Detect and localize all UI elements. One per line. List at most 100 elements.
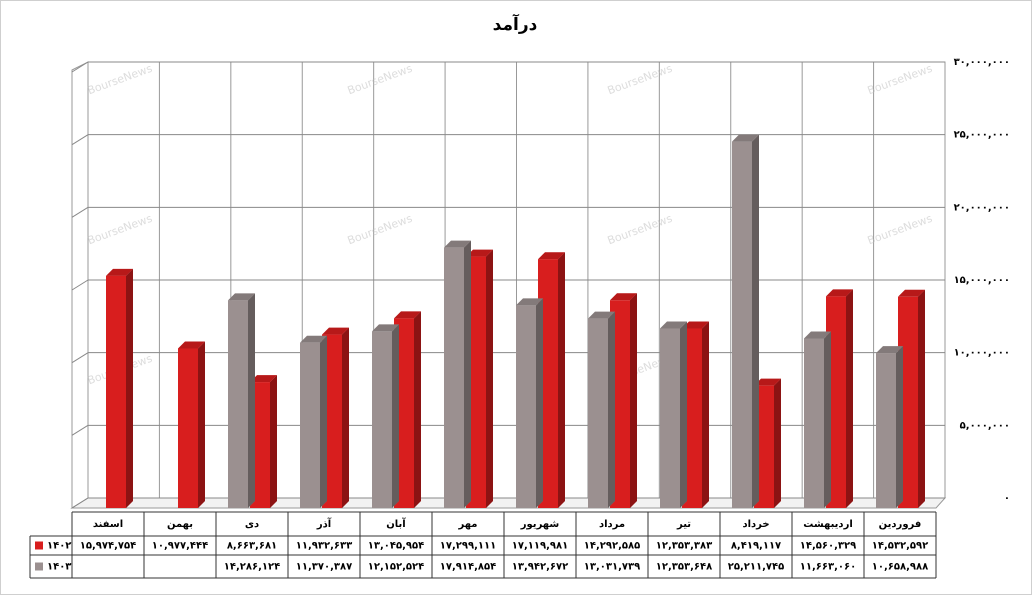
- bar-top: [250, 375, 277, 383]
- bar: [588, 318, 608, 508]
- bar-side-shade: [392, 324, 399, 508]
- grid-line-side: [71, 134, 89, 146]
- bar-top-shade: [538, 252, 565, 260]
- x-tick-label: اسفند: [93, 519, 123, 530]
- grid-line-side: [71, 206, 89, 218]
- bar-side: [392, 324, 399, 508]
- bar-top: [732, 134, 759, 142]
- bar-side-shade: [536, 298, 543, 508]
- grid-line-side: [71, 279, 89, 291]
- bar-side: [896, 346, 903, 508]
- bar-top: [610, 293, 637, 301]
- bar-top: [898, 289, 925, 297]
- bar-side: [198, 341, 205, 508]
- bar: [444, 247, 464, 508]
- x-tick-label: خرداد: [742, 519, 769, 530]
- bar-side: [126, 268, 133, 508]
- bar: [372, 331, 392, 508]
- bar-top-shade: [754, 378, 781, 386]
- bar-top-shade: [322, 327, 349, 335]
- bar-top: [754, 378, 781, 386]
- bar-top-shade: [516, 298, 543, 306]
- bar-top-shade: [394, 311, 421, 319]
- table-value: ۸,۴۱۹,۱۱۷: [731, 541, 781, 552]
- table-value: ۱۴,۲۹۲,۵۸۵: [584, 541, 640, 552]
- bar-top: [228, 293, 255, 301]
- bar-top: [660, 321, 687, 329]
- table-value: ۱۲,۱۵۲,۵۲۴: [368, 562, 424, 573]
- bar-side: [702, 321, 709, 508]
- bar-top-shade: [682, 321, 709, 329]
- bar-top: [588, 311, 615, 319]
- x-tick-label: دی: [245, 519, 259, 530]
- bar-top: [516, 298, 543, 306]
- table-value: ۱۱,۳۷۰,۳۸۷: [296, 562, 352, 573]
- bar-side-shade: [752, 134, 759, 509]
- bar-top: [826, 289, 853, 297]
- bar-top: [394, 311, 421, 319]
- bar-top: [300, 335, 327, 343]
- bar-side-shade: [824, 331, 831, 508]
- y-tick-label: ۵,۰۰۰,۰۰۰: [960, 420, 1010, 431]
- table-value: ۱۵,۹۷۴,۷۵۴: [80, 541, 136, 552]
- bar-top-shade: [250, 375, 277, 383]
- grid-line-side: [71, 497, 89, 509]
- bar-side-shade: [896, 346, 903, 508]
- bar-side: [414, 311, 421, 508]
- bar: [228, 300, 248, 508]
- bar-side: [486, 249, 493, 509]
- bar-side: [774, 378, 781, 508]
- bar-side-shade: [320, 335, 327, 508]
- x-tick-label: تیر: [676, 519, 691, 530]
- bar-side-shade: [608, 311, 615, 508]
- grid-line-side: [71, 352, 89, 364]
- bar-top: [682, 321, 709, 329]
- bar-side-shade: [558, 252, 565, 508]
- bar-side-shade: [486, 249, 493, 509]
- bar-side-shade: [702, 321, 709, 508]
- bar-top: [372, 324, 399, 332]
- table-value: ۱۴,۵۶۰,۳۲۹: [800, 541, 856, 552]
- bar-side: [630, 293, 637, 508]
- bar-top: [322, 327, 349, 335]
- bar-side: [270, 375, 277, 508]
- bar-side-shade: [918, 289, 925, 508]
- bar-side: [846, 289, 853, 508]
- bar-side-shade: [846, 289, 853, 508]
- bar-top: [466, 249, 493, 257]
- grid-line-side: [71, 424, 89, 436]
- table-value: ۱۳,۰۴۵,۹۵۴: [368, 541, 424, 552]
- grid-line-side: [71, 61, 89, 73]
- bar-side-shade: [414, 311, 421, 508]
- bar: [876, 353, 896, 508]
- bar-side: [918, 289, 925, 508]
- bar-side: [248, 293, 255, 508]
- bar-top: [444, 240, 471, 248]
- table-value: ۸,۶۶۳,۶۸۱: [227, 541, 277, 552]
- bar-side-shade: [248, 293, 255, 508]
- table-value: ۱۱,۹۳۲,۶۳۳: [296, 541, 352, 552]
- x-tick-label: بهمن: [167, 519, 193, 530]
- bar: [106, 275, 126, 508]
- bar-top: [178, 341, 205, 349]
- bar-top-shade: [466, 249, 493, 257]
- table-value: ۱۲,۳۵۳,۶۴۸: [656, 562, 712, 573]
- y-tick-label: ۰: [1004, 493, 1010, 504]
- bar-top: [106, 268, 133, 276]
- y-tick-label: ۱۵,۰۰۰,۰۰۰: [954, 275, 1010, 286]
- x-tick-label: اردیبهشت: [803, 519, 853, 530]
- bar-top-shade: [372, 324, 399, 332]
- table-value: ۱۷,۲۹۹,۱۱۱: [440, 541, 496, 552]
- bar-top-shade: [300, 335, 327, 343]
- bar-top-shade: [106, 268, 133, 276]
- bar-top-shade: [898, 289, 925, 297]
- bar-side-shade: [198, 341, 205, 508]
- bar-side-shade: [680, 321, 687, 508]
- chart-title: درآمد: [493, 13, 538, 35]
- legend-label: ۱۴۰۳: [47, 562, 71, 573]
- x-tick-label: آبان: [386, 517, 406, 530]
- bar-side: [608, 311, 615, 508]
- table-value: ۲۵,۲۱۱,۷۴۵: [728, 562, 784, 573]
- y-tick-label: ۲۵,۰۰۰,۰۰۰: [954, 130, 1010, 141]
